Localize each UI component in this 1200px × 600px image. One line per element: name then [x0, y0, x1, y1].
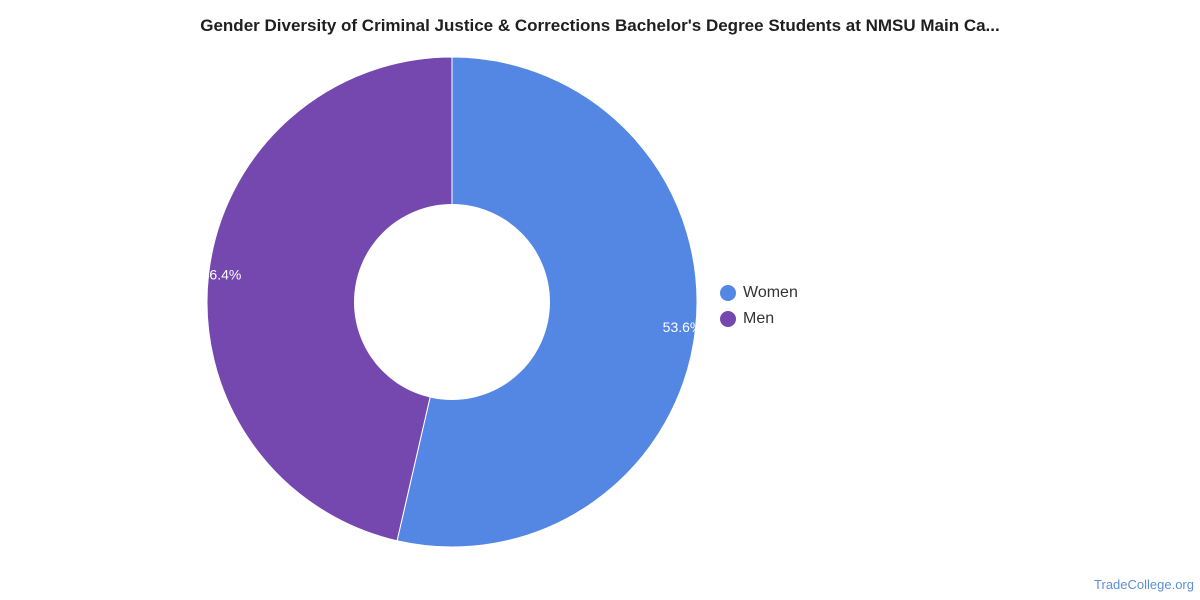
legend-item-men[interactable]: Men	[720, 306, 798, 332]
slice-label-men: 46.4%	[202, 267, 242, 283]
slice-labels: 53.6% 46.4%	[202, 267, 703, 335]
legend-swatch-men	[720, 311, 736, 327]
legend-item-women[interactable]: Women	[720, 280, 798, 306]
chart-title: Gender Diversity of Criminal Justice & C…	[200, 16, 1000, 35]
source-watermark[interactable]: TradeCollege.org	[1094, 577, 1194, 592]
legend-label-women: Women	[743, 284, 798, 301]
chart-legend: Women Men	[720, 280, 798, 332]
slice-label-women: 53.6%	[663, 319, 703, 335]
legend-swatch-women	[720, 285, 736, 301]
donut-hole	[354, 204, 550, 400]
legend-label-men: Men	[743, 310, 775, 327]
slice-men[interactable]	[206, 56, 453, 542]
